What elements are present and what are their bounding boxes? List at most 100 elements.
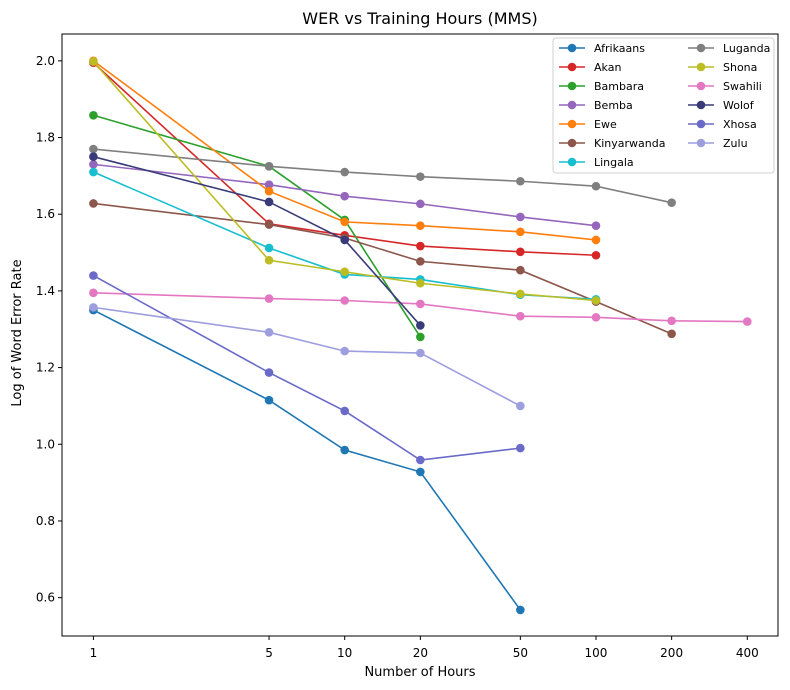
- legend-entry-afrikaans: Afrikaans: [559, 42, 645, 55]
- series-swahili: [89, 288, 752, 326]
- x-axis-title: Number of Hours: [364, 665, 475, 680]
- data-point-kinyarwanda: [516, 265, 525, 275]
- data-point-afrikaans: [264, 395, 274, 405]
- legend-label: Shona: [723, 61, 757, 74]
- legend: Afrikaans Akan Bambara Bemba Ewe Kinyarwanda L…: [552, 37, 775, 174]
- legend-label: Afrikaans: [594, 42, 645, 55]
- legend-marker: [567, 138, 577, 148]
- legend-entry-lingala: Lingala: [559, 156, 634, 169]
- legend-marker: [567, 100, 577, 110]
- data-point-kinyarwanda: [667, 329, 676, 339]
- data-point-ewe: [591, 235, 601, 245]
- y-tick-label: 1.8: [36, 131, 55, 145]
- x-tick-label: 20: [413, 646, 428, 660]
- data-point-afrikaans: [516, 605, 525, 615]
- y-tick-label: 1.6: [36, 207, 55, 221]
- legend-marker: [696, 81, 706, 91]
- plot-area: [89, 56, 752, 615]
- data-point-shona: [516, 289, 525, 299]
- legend-entry-wolof: Wolof: [688, 99, 755, 112]
- data-point-zulu: [89, 303, 98, 312]
- data-point-kinyarwanda: [264, 220, 274, 229]
- data-point-ewe: [416, 221, 425, 231]
- data-point-luganda: [667, 198, 676, 208]
- series-xhosa: [89, 271, 525, 465]
- data-point-xhosa: [516, 443, 525, 453]
- data-point-swahili: [516, 311, 525, 321]
- data-point-luganda: [89, 144, 98, 154]
- legend-entry-swahili: Swahili: [688, 80, 762, 93]
- data-point-xhosa: [416, 455, 425, 465]
- data-point-wolof: [416, 321, 425, 330]
- legend-label: Lingala: [594, 156, 634, 169]
- data-point-bemba: [416, 199, 425, 209]
- data-point-shona: [89, 57, 98, 66]
- y-axis-title: Log of Word Error Rate: [10, 259, 25, 406]
- data-point-afrikaans: [340, 445, 349, 455]
- data-point-shona: [591, 296, 601, 305]
- data-point-swahili: [742, 317, 752, 326]
- x-tick-label: 400: [736, 646, 759, 660]
- data-point-bemba: [340, 191, 349, 201]
- legend-label: Swahili: [723, 80, 762, 93]
- data-point-bemba: [264, 180, 274, 189]
- y-tick-label: 2.0: [36, 54, 55, 68]
- data-point-luganda: [416, 172, 425, 181]
- legend-entry-zulu: Zulu: [688, 137, 748, 150]
- legend-entry-ewe: Ewe: [559, 118, 617, 131]
- data-point-bemba: [516, 212, 525, 222]
- data-point-bambara: [416, 332, 425, 342]
- data-point-akan: [516, 247, 525, 257]
- series-line-wolof: [93, 155, 421, 326]
- x-tick-label: 50: [513, 646, 528, 660]
- axes: 1 5 10 20 50 100 200 400 0.6 0.8 1.0 1.2 1.4 1.6 1.8 2.…: [36, 33, 779, 660]
- legend-entry-shona: Shona: [688, 61, 757, 74]
- data-point-lingala: [89, 167, 98, 177]
- legend-label: Ewe: [594, 118, 617, 131]
- data-point-bambara: [89, 110, 98, 120]
- legend-marker: [696, 43, 706, 53]
- legend-marker: [567, 43, 577, 53]
- x-tick-label: 100: [585, 646, 608, 660]
- legend-marker: [696, 119, 706, 129]
- x-tick-label: 200: [660, 646, 683, 660]
- legend-entry-bambara: Bambara: [559, 80, 644, 93]
- series-ewe: [89, 56, 601, 245]
- legend-marker: [696, 100, 706, 110]
- data-point-xhosa: [89, 271, 98, 280]
- data-point-wolof: [264, 197, 274, 207]
- series-line-bambara: [93, 114, 422, 338]
- legend-label: Bambara: [594, 80, 644, 93]
- data-point-wolof: [89, 152, 98, 161]
- data-point-afrikaans: [416, 467, 425, 477]
- data-point-akan: [591, 250, 601, 260]
- data-point-swahili: [264, 294, 274, 303]
- series-line-swahili: [93, 292, 748, 323]
- legend-label: Akan: [594, 61, 621, 74]
- x-tick-label: 1: [90, 646, 98, 660]
- series-wolof: [89, 152, 425, 330]
- data-point-wolof: [340, 235, 349, 245]
- series-luganda: [89, 144, 676, 208]
- data-point-luganda: [516, 176, 525, 186]
- data-point-luganda: [340, 167, 349, 177]
- legend-label: Zulu: [723, 137, 748, 150]
- data-point-ewe: [340, 217, 349, 227]
- legend-entry-luganda: Luganda: [688, 42, 770, 55]
- data-point-swahili: [416, 299, 425, 309]
- data-point-shona: [416, 278, 425, 288]
- series-bemba: [89, 160, 601, 231]
- series-line-bemba: [93, 163, 597, 227]
- legend-marker: [696, 62, 706, 72]
- data-point-zulu: [416, 348, 425, 358]
- data-point-ewe: [264, 186, 274, 196]
- data-point-zulu: [340, 346, 349, 356]
- chart-title: WER vs Training Hours (MMS): [302, 9, 537, 28]
- data-point-swahili: [667, 316, 676, 326]
- data-point-bemba: [89, 160, 98, 169]
- data-point-lingala: [264, 243, 274, 253]
- data-point-luganda: [591, 181, 601, 191]
- series-line-shona: [92, 61, 597, 302]
- data-point-ewe: [516, 227, 525, 237]
- data-point-xhosa: [340, 406, 349, 416]
